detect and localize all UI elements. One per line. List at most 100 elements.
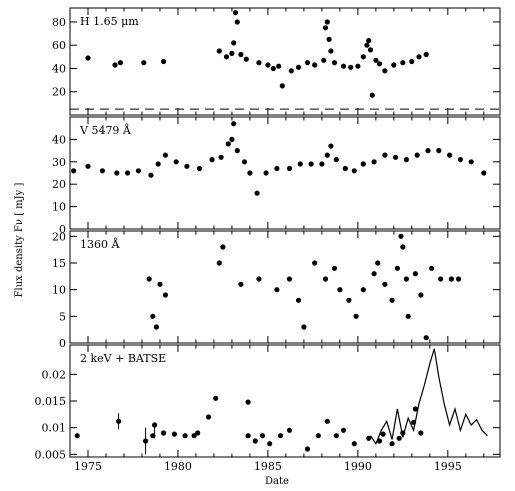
data-point [161,430,167,436]
panel-1: 0 10 20 30 40 V 5479 Å [52,116,501,236]
data-point [351,168,357,174]
data-point [333,433,339,439]
panel-frame [69,116,501,230]
data-point [238,281,244,287]
data-point [286,427,293,433]
y-tick-label: 10 [52,201,66,214]
data-point [99,168,105,174]
data-point [143,438,149,444]
data-point [196,165,203,172]
data-point [321,57,327,63]
data-point [162,292,168,298]
data-point [234,148,240,154]
data-point [141,60,147,66]
data-point [364,42,370,48]
data-point [423,335,429,341]
data-point [308,161,314,167]
data-point [274,165,280,172]
data-point [324,19,330,25]
data-point [150,313,156,319]
data-point [265,62,271,68]
data-point [270,65,276,72]
data-point [409,58,415,65]
data-point [243,56,249,62]
data-point [328,48,334,54]
data-point [286,165,293,172]
data-point [328,143,334,149]
data-point [267,441,273,447]
data-point [366,37,372,44]
data-point [416,54,422,60]
data-point [256,60,262,66]
data-point [382,68,388,74]
data-point [371,271,377,277]
panel-frame [69,230,501,344]
data-point [448,276,455,282]
data-point [234,19,240,25]
data-point [436,148,442,154]
data-point [115,418,122,424]
data-point [152,422,158,428]
data-point [405,313,411,319]
data-point [351,441,357,447]
data-point [396,435,402,441]
data-point [245,399,251,405]
data-point [216,48,222,54]
data-point [312,62,318,68]
data-point [447,152,453,158]
panels: 20 40 60 80 H 1.65 μm 0 10 20 30 40 V 5479 Å 0 5 10 15… [35,7,501,473]
panel-label: 2 keV + BATSE [80,352,166,365]
data-point [360,161,366,167]
data-point [263,170,269,176]
x-tick-label: 1990 [344,460,372,473]
data-point [382,281,388,287]
data-point [245,433,251,439]
data-point [324,152,330,158]
data-point [161,58,167,65]
data-point [319,161,325,167]
data-point [301,324,307,330]
data-point [418,430,424,436]
data-point [376,438,383,444]
data-point [150,433,156,439]
y-tick-label: 0 [59,337,66,350]
data-point [342,165,348,172]
data-point [457,157,464,163]
data-point [355,63,361,69]
data-point [331,60,338,66]
data-point [326,36,332,43]
y-tick-label: 0.01 [42,422,67,435]
y-axis-title: Flux density Fν [ mJy ] [14,182,25,297]
data-point [135,168,141,174]
data-point [229,136,235,142]
data-point [360,54,366,60]
data-point [247,170,253,176]
data-point [286,276,293,282]
data-point [429,265,435,271]
data-point [229,50,235,57]
data-point [425,148,431,154]
y-tick-label: 30 [52,156,66,169]
data-point [241,159,248,165]
data-point [400,244,406,250]
y-tick-label: 0.015 [35,395,67,408]
data-point [232,10,239,16]
data-point [391,62,397,68]
data-point [393,154,399,160]
data-point [70,168,77,174]
data-point [322,25,329,31]
x-tick-label: 1985 [254,460,282,473]
data-point [256,276,262,282]
x-tick-label: 1975 [74,460,102,473]
data-point [331,265,338,271]
x-axis-title: Date [265,476,289,487]
panel-3: 0.005 0.01 0.015 0.02 2 keV + BATSE [35,344,501,461]
data-point [366,435,372,441]
data-point [220,244,226,250]
data-point [403,157,410,163]
data-point [225,141,231,147]
data-point [157,281,163,287]
data-point [367,47,374,53]
data-point [423,51,429,58]
data-point [337,287,343,293]
